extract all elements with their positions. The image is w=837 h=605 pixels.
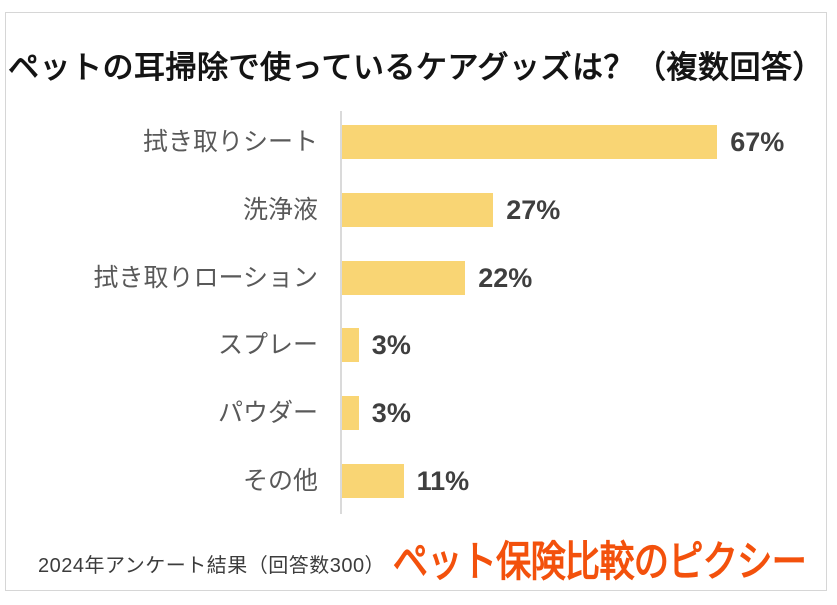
bar: [342, 125, 718, 159]
chart-row: パウダー 3%: [6, 396, 826, 431]
category-label: その他: [242, 467, 318, 495]
y-axis-line: [340, 111, 342, 514]
chart-row: その他 11%: [6, 464, 826, 498]
chart-title: ペットの耳掃除で使っているケアグッズは？（複数回答）: [8, 50, 824, 85]
category-label: パウダー: [217, 399, 318, 428]
category-label: 拭き取りローション: [93, 263, 318, 292]
bar: [342, 396, 359, 431]
bar: [342, 192, 494, 227]
value-label: 3%: [371, 398, 411, 429]
chart-row: スプレー 3%: [6, 328, 826, 363]
bar: [342, 328, 359, 363]
value-label: 27%: [506, 194, 561, 225]
category-label: 洗浄液: [242, 195, 318, 224]
bar: [342, 260, 466, 295]
chart-row: 拭き取りローション 22%: [6, 260, 826, 295]
bar-chart: 拭き取りシート 67% 洗浄液 27% 拭き取りローション 22% スプレー 3% パウダー 3%…: [6, 13, 826, 590]
category-label: スプレー: [217, 331, 318, 360]
value-label: 67%: [730, 127, 785, 157]
value-label: 11%: [416, 466, 470, 496]
chart-card: ペットの耳掃除で使っているケアグッズは？（複数回答） 拭き取りシート 67% 洗浄液…: [5, 12, 827, 591]
brand-logo: ペット保険比較のピクシー: [392, 538, 807, 585]
source-note: 2024年アンケート結果（回答数300）: [38, 555, 386, 577]
bar: [342, 464, 404, 498]
category-label: 拭き取りシート: [142, 128, 318, 156]
value-label: 22%: [478, 262, 533, 293]
chart-row: 拭き取りシート 67%: [6, 125, 826, 159]
chart-row: 洗浄液 27%: [6, 192, 826, 227]
value-label: 3%: [371, 330, 411, 361]
